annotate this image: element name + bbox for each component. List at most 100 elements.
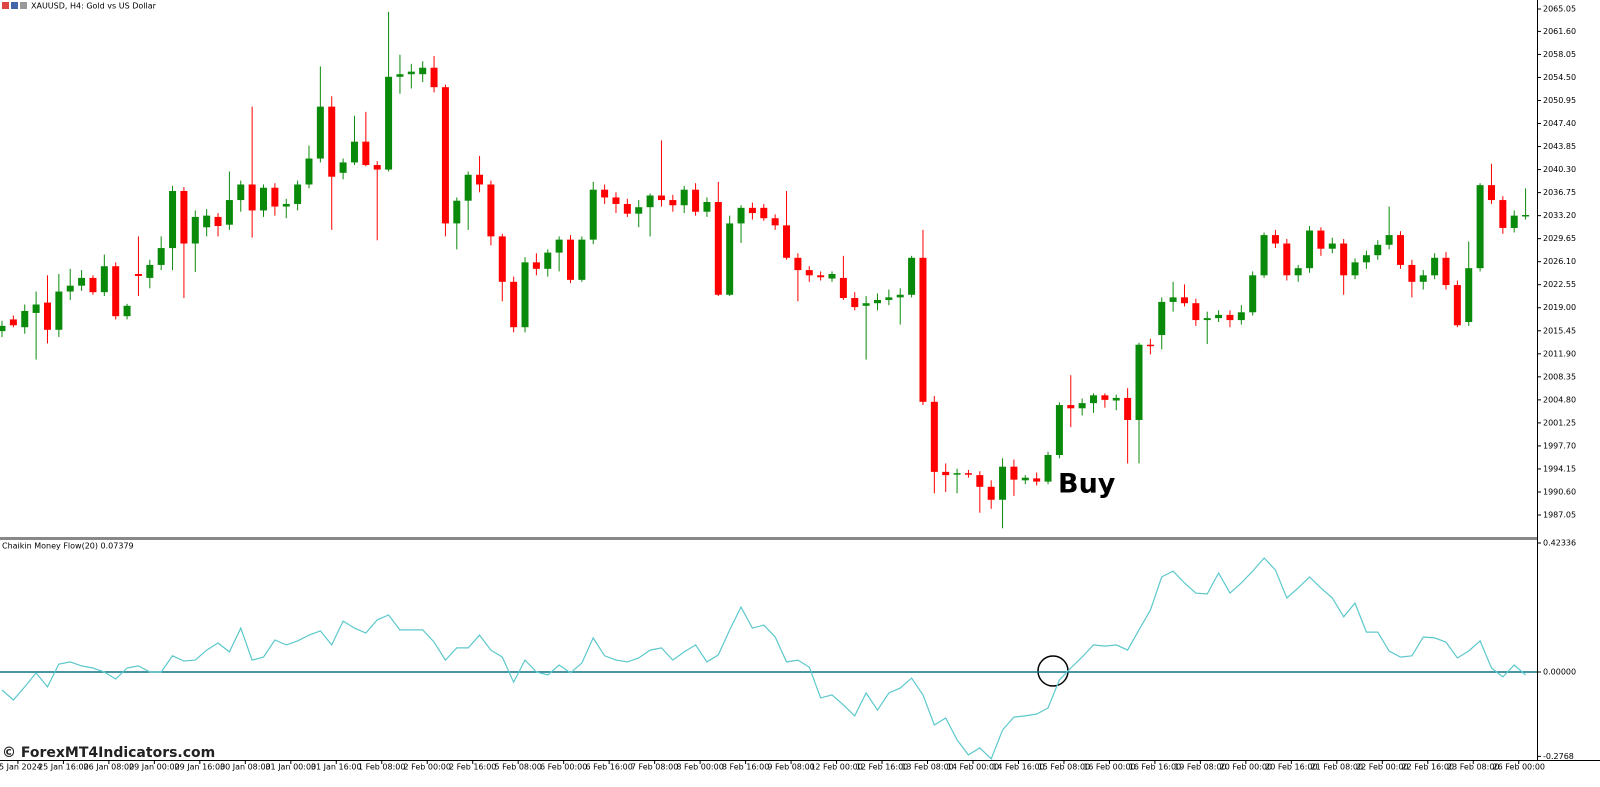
y-tick-label: 2022.55 — [1543, 280, 1576, 289]
candle-body — [1078, 403, 1086, 409]
candle-body — [89, 277, 97, 293]
x-tick-label: 31 Jan 00:00 — [265, 763, 316, 772]
candle-body — [589, 189, 597, 240]
candle-body — [385, 76, 393, 170]
y-tick-label: 2054.50 — [1543, 73, 1576, 82]
x-tick-label: 5 Feb 08:00 — [494, 763, 541, 772]
candle-body — [248, 184, 256, 211]
candle-body — [1499, 200, 1507, 228]
candle-body — [646, 195, 654, 208]
candle-body — [1283, 243, 1291, 276]
candle-body — [419, 67, 427, 75]
candle-body — [964, 473, 972, 475]
candle-body — [441, 87, 449, 224]
x-tick-label: 30 Jan 08:00 — [220, 763, 271, 772]
candle-body — [896, 294, 904, 298]
candle-body — [623, 203, 631, 214]
x-tick-label: 26 Feb 00:00 — [1493, 763, 1545, 772]
candle-body — [692, 189, 700, 212]
x-tick-label: 13 Feb 08:00 — [901, 763, 953, 772]
candle-body — [203, 215, 211, 228]
candle-body — [1453, 285, 1461, 326]
candle-body — [1362, 255, 1370, 263]
y-tick-label: 0.42336 — [1543, 538, 1576, 547]
candle-body — [510, 281, 518, 328]
candle-body — [350, 141, 358, 163]
candle-body — [294, 184, 302, 204]
candle-body — [1192, 303, 1200, 321]
candle-body — [1522, 214, 1530, 217]
candle-body — [1215, 314, 1223, 319]
x-tick-label: 16 Feb 00:00 — [1083, 763, 1135, 772]
candle-body — [1465, 268, 1473, 323]
x-tick-label: 1 Feb 08:00 — [358, 763, 405, 772]
candle-body — [430, 67, 438, 88]
candle-body — [976, 475, 984, 487]
candle-body — [1351, 262, 1359, 276]
y-tick-label: 1990.60 — [1543, 487, 1576, 496]
candle-body — [1431, 257, 1439, 276]
candle-body — [123, 305, 131, 317]
x-tick-label: 29 Jan 00:00 — [129, 763, 180, 772]
candle-body — [9, 319, 17, 326]
indicator-line — [1, 557, 1526, 760]
candle-body — [1158, 301, 1166, 335]
x-tick-label: 19 Feb 08:00 — [1174, 763, 1226, 772]
y-tick-label: 2015.45 — [1543, 326, 1576, 335]
candle-body — [919, 257, 927, 402]
candle-body — [464, 174, 472, 201]
candle-body — [817, 275, 825, 278]
candle-body — [1340, 243, 1348, 276]
candle-body — [760, 207, 768, 219]
candle-body — [839, 277, 847, 299]
candle-body — [43, 302, 51, 330]
x-tick-label: 2 Feb 16:00 — [449, 763, 496, 772]
x-tick-label: 6 Feb 16:00 — [585, 763, 632, 772]
candle-body — [885, 297, 893, 300]
x-tick-label: 14 Feb 00:00 — [947, 763, 999, 772]
candle-body — [146, 264, 154, 278]
candle-body — [987, 486, 995, 500]
candle-body — [1374, 244, 1382, 256]
indicator-title: Chaikin Money Flow(20) 0.07379 — [2, 542, 134, 551]
y-tick-label: 2004.80 — [1543, 395, 1576, 404]
candle-body — [1033, 478, 1041, 482]
x-tick-label: 6 Feb 00:00 — [540, 763, 587, 772]
panel-separator — [0, 537, 1537, 540]
candle-body — [1055, 405, 1063, 456]
candle-body — [828, 274, 836, 279]
x-tick-label: 14 Feb 16:00 — [992, 763, 1044, 772]
candle-body — [1510, 215, 1518, 228]
candle-body — [78, 277, 86, 286]
candle-body — [1408, 264, 1416, 282]
y-tick-label: 2033.20 — [1543, 211, 1576, 220]
candle-body — [1124, 397, 1132, 420]
y-tick-label: 2058.05 — [1543, 50, 1576, 59]
x-tick-label: 16 Feb 16:00 — [1129, 763, 1181, 772]
buy-annotation: Buy — [1058, 469, 1116, 500]
candle-body — [1328, 243, 1336, 249]
y-tick-label: 2043.85 — [1543, 142, 1576, 151]
candle-body — [373, 165, 381, 170]
candle-body — [714, 202, 722, 295]
candle-body — [1271, 235, 1279, 244]
candle-body — [1101, 395, 1109, 400]
x-tick-label: 20 Feb 16:00 — [1265, 763, 1317, 772]
y-tick-label: 2026.10 — [1543, 257, 1576, 266]
y-tick-label: 2001.25 — [1543, 418, 1576, 427]
candle-body — [476, 174, 484, 185]
candle-body — [305, 158, 313, 185]
x-tick-label: 15 Feb 08:00 — [1038, 763, 1090, 772]
x-tick-label: 26 Jan 08:00 — [84, 763, 135, 772]
x-tick-label: 31 Jan 16:00 — [311, 763, 362, 772]
candle-body — [771, 218, 779, 226]
candle-body — [669, 200, 677, 206]
x-tick-label: 22 Feb 16:00 — [1402, 763, 1454, 772]
x-tick-label: 7 Feb 08:00 — [631, 763, 678, 772]
x-tick-label: 29 Jan 16:00 — [175, 763, 226, 772]
candle-body — [237, 184, 245, 201]
candle-body — [362, 141, 370, 166]
candle-body — [316, 106, 324, 159]
x-tick-label: 25 Jan 2024 — [0, 763, 42, 772]
x-tick-label: 22 Feb 00:00 — [1356, 763, 1408, 772]
